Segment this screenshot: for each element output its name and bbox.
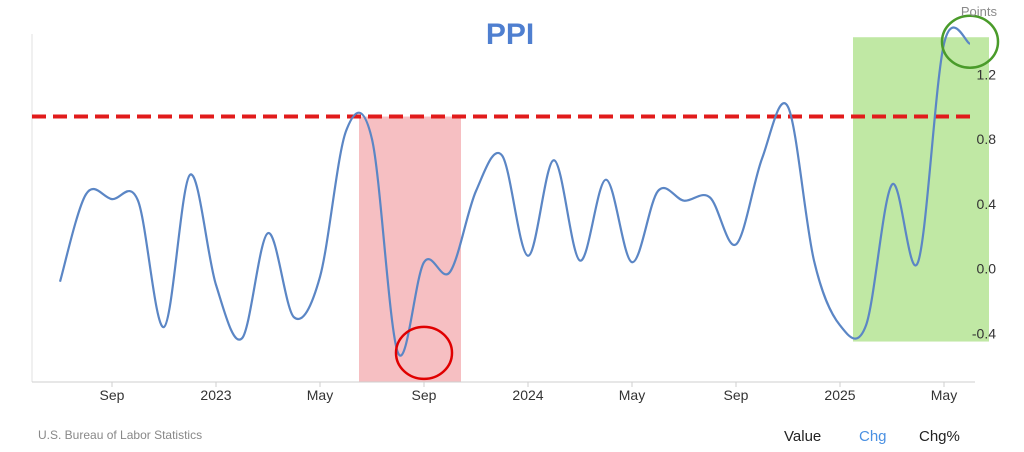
x-tick-label: May	[307, 387, 333, 403]
option-chg[interactable]: Chg	[859, 428, 887, 445]
x-tick-label: May	[931, 387, 957, 403]
option-value[interactable]: Value	[784, 428, 822, 445]
y-tick-label: -0.4	[972, 325, 996, 341]
x-tick-label: 2024	[512, 387, 543, 403]
option-chg-percent[interactable]: Chg%	[919, 428, 960, 445]
annotation-circle-0	[394, 325, 454, 381]
annotation-layer	[394, 14, 1000, 381]
y-tick-label: 1.2	[977, 66, 997, 82]
y-tick-label: 0.4	[977, 196, 997, 212]
units-label: Points	[961, 4, 998, 19]
highlight-band-1	[853, 37, 989, 342]
y-tick-label: 0.0	[977, 261, 997, 277]
chart-title: PPI	[486, 18, 534, 51]
x-tick-label: 2025	[824, 387, 855, 403]
x-tick-label: May	[619, 387, 645, 403]
x-tick-label: Sep	[724, 387, 749, 403]
tick-layer: -0.4 0.0 0.4 0.8 1.2 Sep 2023 May Sep 2024 May Sep 2…	[100, 66, 997, 403]
source-label: U.S. Bureau of Labor Statistics	[38, 428, 203, 442]
x-tick-label: Sep	[100, 387, 125, 403]
annotation-circle-1	[940, 14, 1000, 69]
series-layer	[58, 26, 971, 357]
series-line	[58, 26, 971, 357]
highlight-layer	[359, 37, 989, 383]
x-tick-label: 2023	[200, 387, 231, 403]
y-tick-label: 0.8	[977, 131, 997, 147]
x-tick-label: Sep	[412, 387, 437, 403]
